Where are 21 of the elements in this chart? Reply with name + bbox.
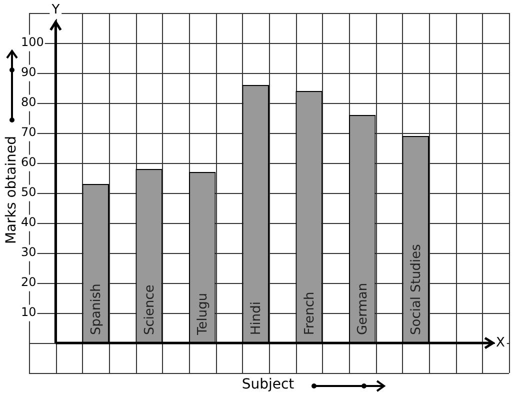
x-tick-label: Hindi	[249, 302, 264, 335]
x-tick-label: Telugu	[196, 292, 211, 336]
x-tick-label: German	[356, 282, 371, 335]
y-tick-label: 90	[21, 65, 36, 80]
y-tick-label: 60	[21, 155, 36, 170]
x-axis-title: Subject	[242, 376, 295, 393]
y-tick-label: 100	[21, 35, 44, 50]
y-tick-label: 10	[21, 305, 36, 320]
x-tick-label: French	[302, 292, 318, 335]
y-tick-label: 80	[21, 95, 36, 110]
y-tick-label: 50	[21, 185, 36, 200]
y-tick-label: 30	[21, 245, 36, 260]
y-tick-label: 40	[21, 215, 36, 230]
text: X	[496, 335, 505, 350]
annotation: Y	[50, 2, 60, 18]
x-tick-label: Science	[142, 284, 158, 335]
y-tick-label: 20	[21, 275, 36, 290]
x-tick-label: Spanish	[89, 284, 104, 335]
x-tick-label: Social Studies	[409, 244, 424, 335]
y-tick-label: 70	[21, 125, 36, 140]
y-axis-title: Marks obtained	[4, 136, 20, 244]
